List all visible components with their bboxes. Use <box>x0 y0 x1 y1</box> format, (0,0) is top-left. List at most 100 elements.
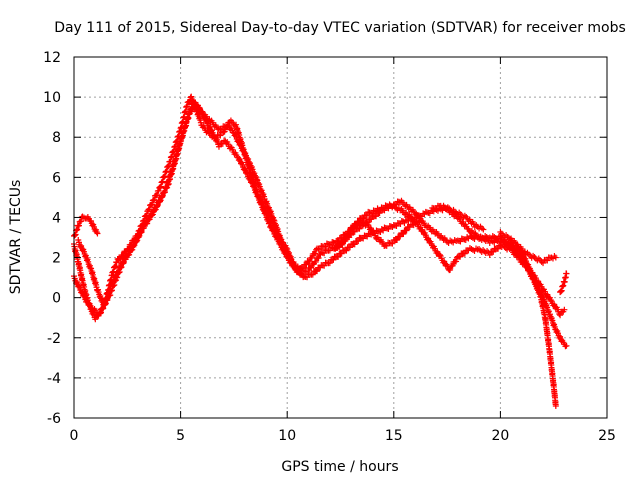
data-point <box>309 271 316 278</box>
data-point <box>334 245 341 252</box>
data-point <box>326 260 333 267</box>
x-tick-label: 5 <box>176 428 185 444</box>
data-point <box>351 228 358 235</box>
data-point <box>254 193 261 200</box>
data-point <box>145 216 152 223</box>
data-point <box>159 194 166 201</box>
data-point <box>218 126 225 133</box>
x-axis-title: GPS time / hours <box>281 459 398 475</box>
data-point <box>140 224 147 231</box>
data-point <box>150 208 157 215</box>
data-point <box>135 234 142 241</box>
data-point <box>104 297 111 304</box>
x-tick-label: 15 <box>385 428 403 444</box>
data-point <box>116 268 123 275</box>
y-tick-labels: -6 -4 -2 0 2 4 6 8 10 12 <box>43 50 61 427</box>
data-point <box>449 262 456 269</box>
data-point <box>114 274 121 281</box>
chart-title: Day 111 of 2015, Sidereal Day-to-day VTE… <box>54 20 626 36</box>
data-point <box>253 176 260 183</box>
data-point <box>154 191 161 198</box>
data-point <box>153 204 160 211</box>
y-tick-label: 4 <box>52 210 61 226</box>
data-point <box>312 258 319 265</box>
data-point <box>340 238 347 245</box>
x-tick-label: 20 <box>491 428 509 444</box>
data-point <box>346 230 353 237</box>
data-point <box>433 205 440 212</box>
data-point <box>335 253 342 260</box>
y-tick-label: 2 <box>52 251 61 267</box>
data-point <box>188 108 195 115</box>
data-point <box>161 189 168 196</box>
data-point <box>113 259 120 266</box>
data-point <box>255 182 262 189</box>
data-point <box>270 217 277 224</box>
data-point <box>400 230 407 237</box>
data-point <box>457 253 464 260</box>
y-tick-label: 0 <box>52 291 61 307</box>
data-point <box>563 342 570 349</box>
data-point <box>321 262 328 269</box>
data-point <box>540 260 547 267</box>
data-point <box>149 201 156 208</box>
y-tick-label: -2 <box>47 331 61 347</box>
data-point <box>314 268 321 275</box>
data-point <box>356 225 363 232</box>
data-point <box>156 198 163 205</box>
y-tick-label: 8 <box>52 130 61 146</box>
data-point <box>259 192 266 199</box>
data-point <box>557 312 564 319</box>
data-point <box>300 265 307 272</box>
data-point <box>133 238 140 245</box>
data-point <box>343 247 350 254</box>
data-point <box>447 266 454 273</box>
data-point <box>183 103 190 110</box>
data-point <box>146 206 153 213</box>
data-point <box>124 252 131 259</box>
series-track-g <box>429 202 487 233</box>
data-point <box>266 219 273 226</box>
data-point <box>338 250 345 257</box>
data-point <box>245 155 252 162</box>
data-point <box>346 244 353 251</box>
data-point <box>98 309 105 316</box>
data-point <box>164 184 171 191</box>
data-points <box>71 93 570 409</box>
data-point <box>250 183 257 190</box>
data-point <box>330 256 337 263</box>
data-point <box>544 257 551 264</box>
data-point <box>552 402 559 409</box>
y-tick-label: -6 <box>47 411 61 427</box>
data-point <box>495 245 502 252</box>
data-point <box>403 227 410 234</box>
data-point <box>480 226 487 233</box>
data-point <box>130 243 137 250</box>
data-point <box>436 251 443 258</box>
data-point <box>416 218 423 225</box>
data-point <box>308 264 315 271</box>
data-point <box>453 258 460 265</box>
data-point <box>461 250 468 257</box>
series-track-h <box>331 217 423 252</box>
series-track-a <box>71 213 101 239</box>
data-point <box>368 216 375 223</box>
data-point <box>93 229 100 236</box>
data-point <box>561 306 568 313</box>
data-point <box>154 203 161 210</box>
data-point <box>120 258 127 265</box>
data-point <box>142 220 149 227</box>
data-point <box>304 274 311 281</box>
data-point <box>389 240 396 247</box>
x-tick-label: 0 <box>70 428 79 444</box>
series-track-e <box>497 228 559 267</box>
data-point <box>262 199 269 206</box>
x-tick-label: 10 <box>278 428 296 444</box>
data-point <box>490 248 497 255</box>
data-point <box>75 222 82 229</box>
x-tick-labels: 0 5 10 15 20 25 <box>70 428 616 444</box>
data-point <box>215 143 222 150</box>
data-point <box>127 248 134 255</box>
data-point <box>351 241 358 248</box>
